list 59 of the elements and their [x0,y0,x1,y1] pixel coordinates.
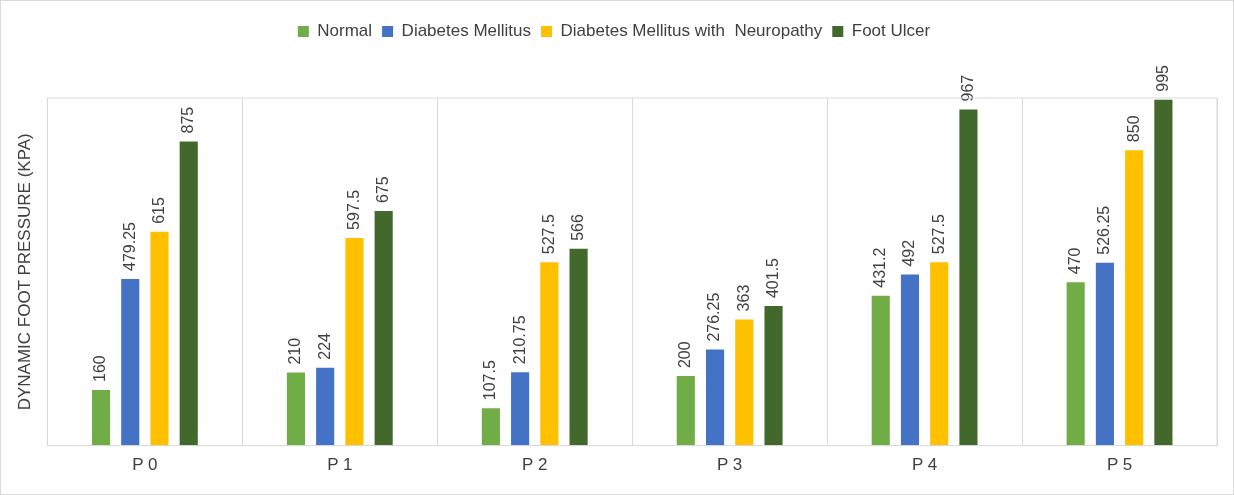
bar [1095,262,1114,446]
bar [735,319,754,446]
data-label: 479.25 [120,221,138,272]
data-label: 675 [374,176,392,203]
bar [930,262,949,446]
data-label: 597.5 [344,189,362,230]
bar [179,141,198,446]
data-label: 967 [958,74,976,102]
data-label: 527.5 [539,214,557,255]
legend-label: Normal [317,21,373,41]
data-label: 160 [91,355,109,382]
bar [705,349,725,446]
data-label: 210 [286,337,304,365]
data-label: 470 [1066,247,1084,275]
bar [959,109,978,446]
bar [676,376,695,446]
bar [316,367,335,446]
bar [91,389,111,446]
bar [286,372,305,446]
x-tick-label: P 2 [522,455,548,475]
bar [900,274,920,446]
data-label: 995 [1153,64,1171,92]
bar [764,306,783,446]
x-tick-label: P 0 [132,455,158,475]
bar [374,210,393,446]
bar [871,295,890,446]
data-label: 224 [315,332,333,360]
data-label: 107.5 [481,360,499,401]
legend-label: Diabetes Mellitus [401,21,532,41]
x-tick-label: P 3 [717,455,743,475]
data-label: 615 [149,197,167,224]
legend-label: Foot Ulcer [851,21,931,41]
data-label: 401.5 [763,257,781,299]
x-tick-label: P 4 [911,455,938,475]
x-tick-label: P 5 [1106,455,1133,475]
data-label: 210.75 [510,315,528,365]
legend-label: Diabetes Mellitus with Neuropathy [560,21,823,41]
bar [1154,99,1173,446]
bar [1066,282,1085,446]
data-label: 850 [1124,115,1142,143]
bar [540,262,559,446]
data-label: 527.5 [929,214,947,255]
bar [345,237,364,446]
bar [481,408,500,446]
data-label: 492 [900,239,918,267]
bar [569,248,588,446]
data-label: 526.25 [1095,205,1113,255]
x-tick-label: P 1 [327,455,353,475]
bar [1125,150,1144,446]
data-label: 276.25 [705,292,723,342]
y-axis-title: DYNAMIC FOOT PRESSURE (KPA) [14,133,34,411]
bar [121,279,140,446]
data-label: 566 [569,214,586,241]
bar [150,231,169,446]
data-label: 200 [676,341,694,369]
bar [511,372,530,446]
data-label: 431.2 [871,247,889,288]
data-label: 363 [734,284,752,312]
data-label: 875 [179,106,197,134]
